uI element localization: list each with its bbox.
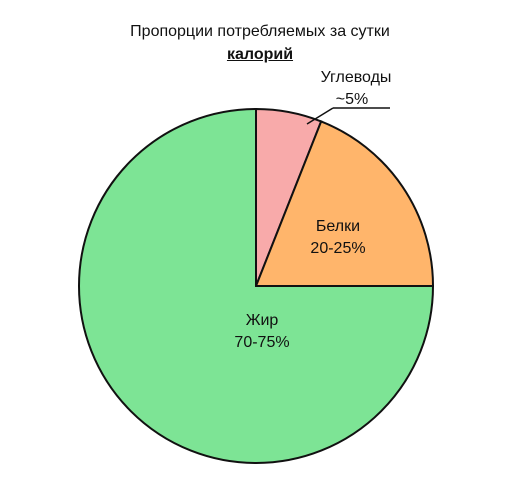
slice-label-fat: 70-75% — [234, 334, 289, 351]
slice-label-protein: 20-25% — [310, 240, 365, 257]
slice-label-carbs: ~5% — [336, 91, 368, 108]
slice-name-protein: Белки — [316, 218, 360, 235]
chart-title-line-1: Пропорции потребляемых за сутки — [130, 23, 390, 40]
leader-line-diagonal — [306, 107, 334, 125]
slice-fat — [78, 107, 435, 464]
leader-line-carbs — [306, 107, 390, 125]
slice-name-carbs: Углеводы — [321, 69, 392, 86]
pie-slices — [78, 107, 435, 464]
slice-protein — [254, 120, 435, 287]
chart-title-line-2: калорий — [226, 46, 294, 63]
slice-name-fat: Жир — [246, 312, 279, 329]
